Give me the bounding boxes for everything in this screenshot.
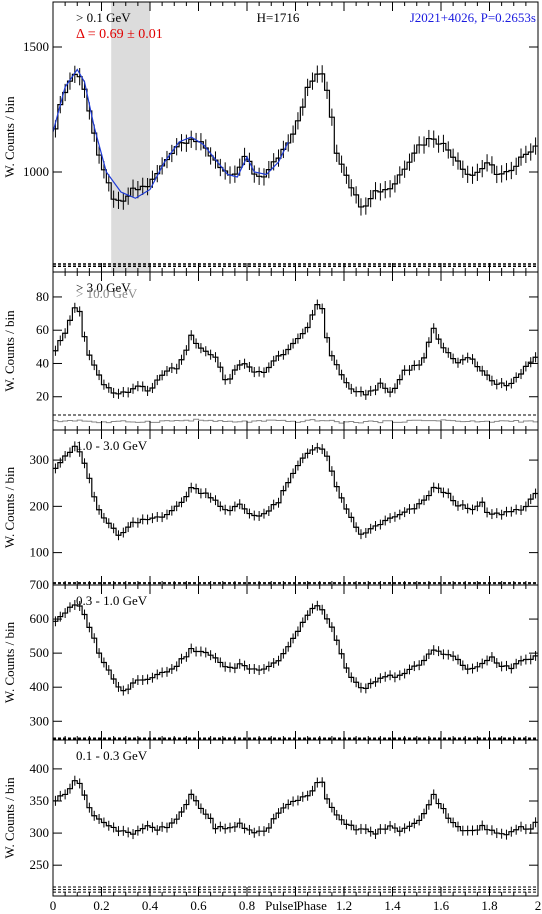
y-tick-label: 700 [30, 577, 50, 592]
panel-1: 20 40 60 80 W. Counts / bin > 3.0 GeV> 10.0 G… [2, 271, 539, 431]
peak-separation-label: Δ = 0.69 ± 0.01 [76, 27, 163, 42]
y-tick-label: 1500 [23, 39, 49, 54]
y-tick-label: 250 [30, 857, 50, 872]
x-tick-label: 2 [535, 898, 542, 913]
energy-band-label: > 0.1 GeV [76, 10, 131, 25]
y-tick-label: 300 [30, 713, 50, 728]
x-axis-label: Pulse Phase [265, 898, 327, 913]
x-tick-label: 0.8 [239, 898, 255, 913]
energy-band-label-secondary: > 10.0 GeV [76, 286, 138, 301]
light-curve-histogram [53, 445, 538, 536]
x-tick-label: 0.4 [142, 898, 159, 913]
x-tick-label: 0 [50, 898, 57, 913]
y-tick-label: 300 [30, 825, 50, 840]
energy-band-label: 0.1 - 0.3 GeV [76, 748, 148, 763]
panel-frame [52, 584, 539, 741]
light-curve-histogram [53, 304, 538, 396]
y-tick-label: 40 [36, 355, 49, 370]
y-tick-label: 80 [36, 289, 49, 304]
pulsar-label: J2021+4026, P=0.2653s [410, 10, 536, 25]
y-tick-label: 350 [30, 793, 50, 808]
y-axis-label: W. Counts / bin [2, 466, 17, 548]
energy-band-label: 1.0 - 3.0 GeV [76, 438, 148, 453]
light-curve-histogram [53, 780, 538, 836]
panel-2: 100 200 300 W. Counts / bin 1.0 - 3.0 GeV [2, 429, 539, 586]
x-tick-label: 1.8 [481, 898, 497, 913]
y-tick-label: 500 [30, 645, 50, 660]
y-axis-label: W. Counts / bin [2, 310, 17, 392]
x-tick-label: 1.4 [384, 898, 401, 913]
shaded-phase-region [111, 2, 150, 272]
x-tick-label: 0.6 [190, 898, 207, 913]
y-axis-label: W. Counts / bin [2, 777, 17, 859]
energy-band-label: > 3.0 GeV [76, 280, 131, 295]
y-tick-label: 20 [36, 389, 49, 404]
y-tick-label: 400 [30, 679, 50, 694]
light-curve-histogram [53, 604, 538, 692]
panel-frame [52, 739, 539, 897]
y-tick-label: 100 [30, 545, 50, 560]
y-tick-label: 600 [30, 611, 50, 626]
panel-0: 1000 1500 W. Counts / bin > 0.1 GeV Δ = 0.69… [2, 1, 539, 273]
y-axis-label: W. Counts / bin [2, 621, 17, 703]
y-axis-label: W. Counts / bin [2, 96, 17, 178]
h-test-label: H=1716 [257, 10, 300, 25]
x-tick-label: 1 [292, 898, 299, 913]
x-tick-label: 1.2 [336, 898, 352, 913]
x-tick-label: 0.2 [93, 898, 109, 913]
y-tick-label: 400 [30, 761, 50, 776]
y-tick-label: 1000 [23, 164, 49, 179]
y-tick-label: 60 [36, 322, 49, 337]
panel-4: 250 300 350 400 W. Counts / bin 0.1 - 0.3 GeV [2, 739, 539, 897]
panel-3: 300 400 500 600 700 W. Counts / bin 0.3 - 1.0 … [2, 577, 539, 741]
fit-curve [52, 68, 289, 199]
energy-band-label: 0.3 - 1.0 GeV [76, 593, 148, 608]
y-tick-label: 200 [30, 498, 50, 513]
y-tick-label: 300 [30, 452, 50, 467]
light-curve-histogram [53, 73, 538, 208]
x-tick-label: 1.6 [433, 898, 450, 913]
